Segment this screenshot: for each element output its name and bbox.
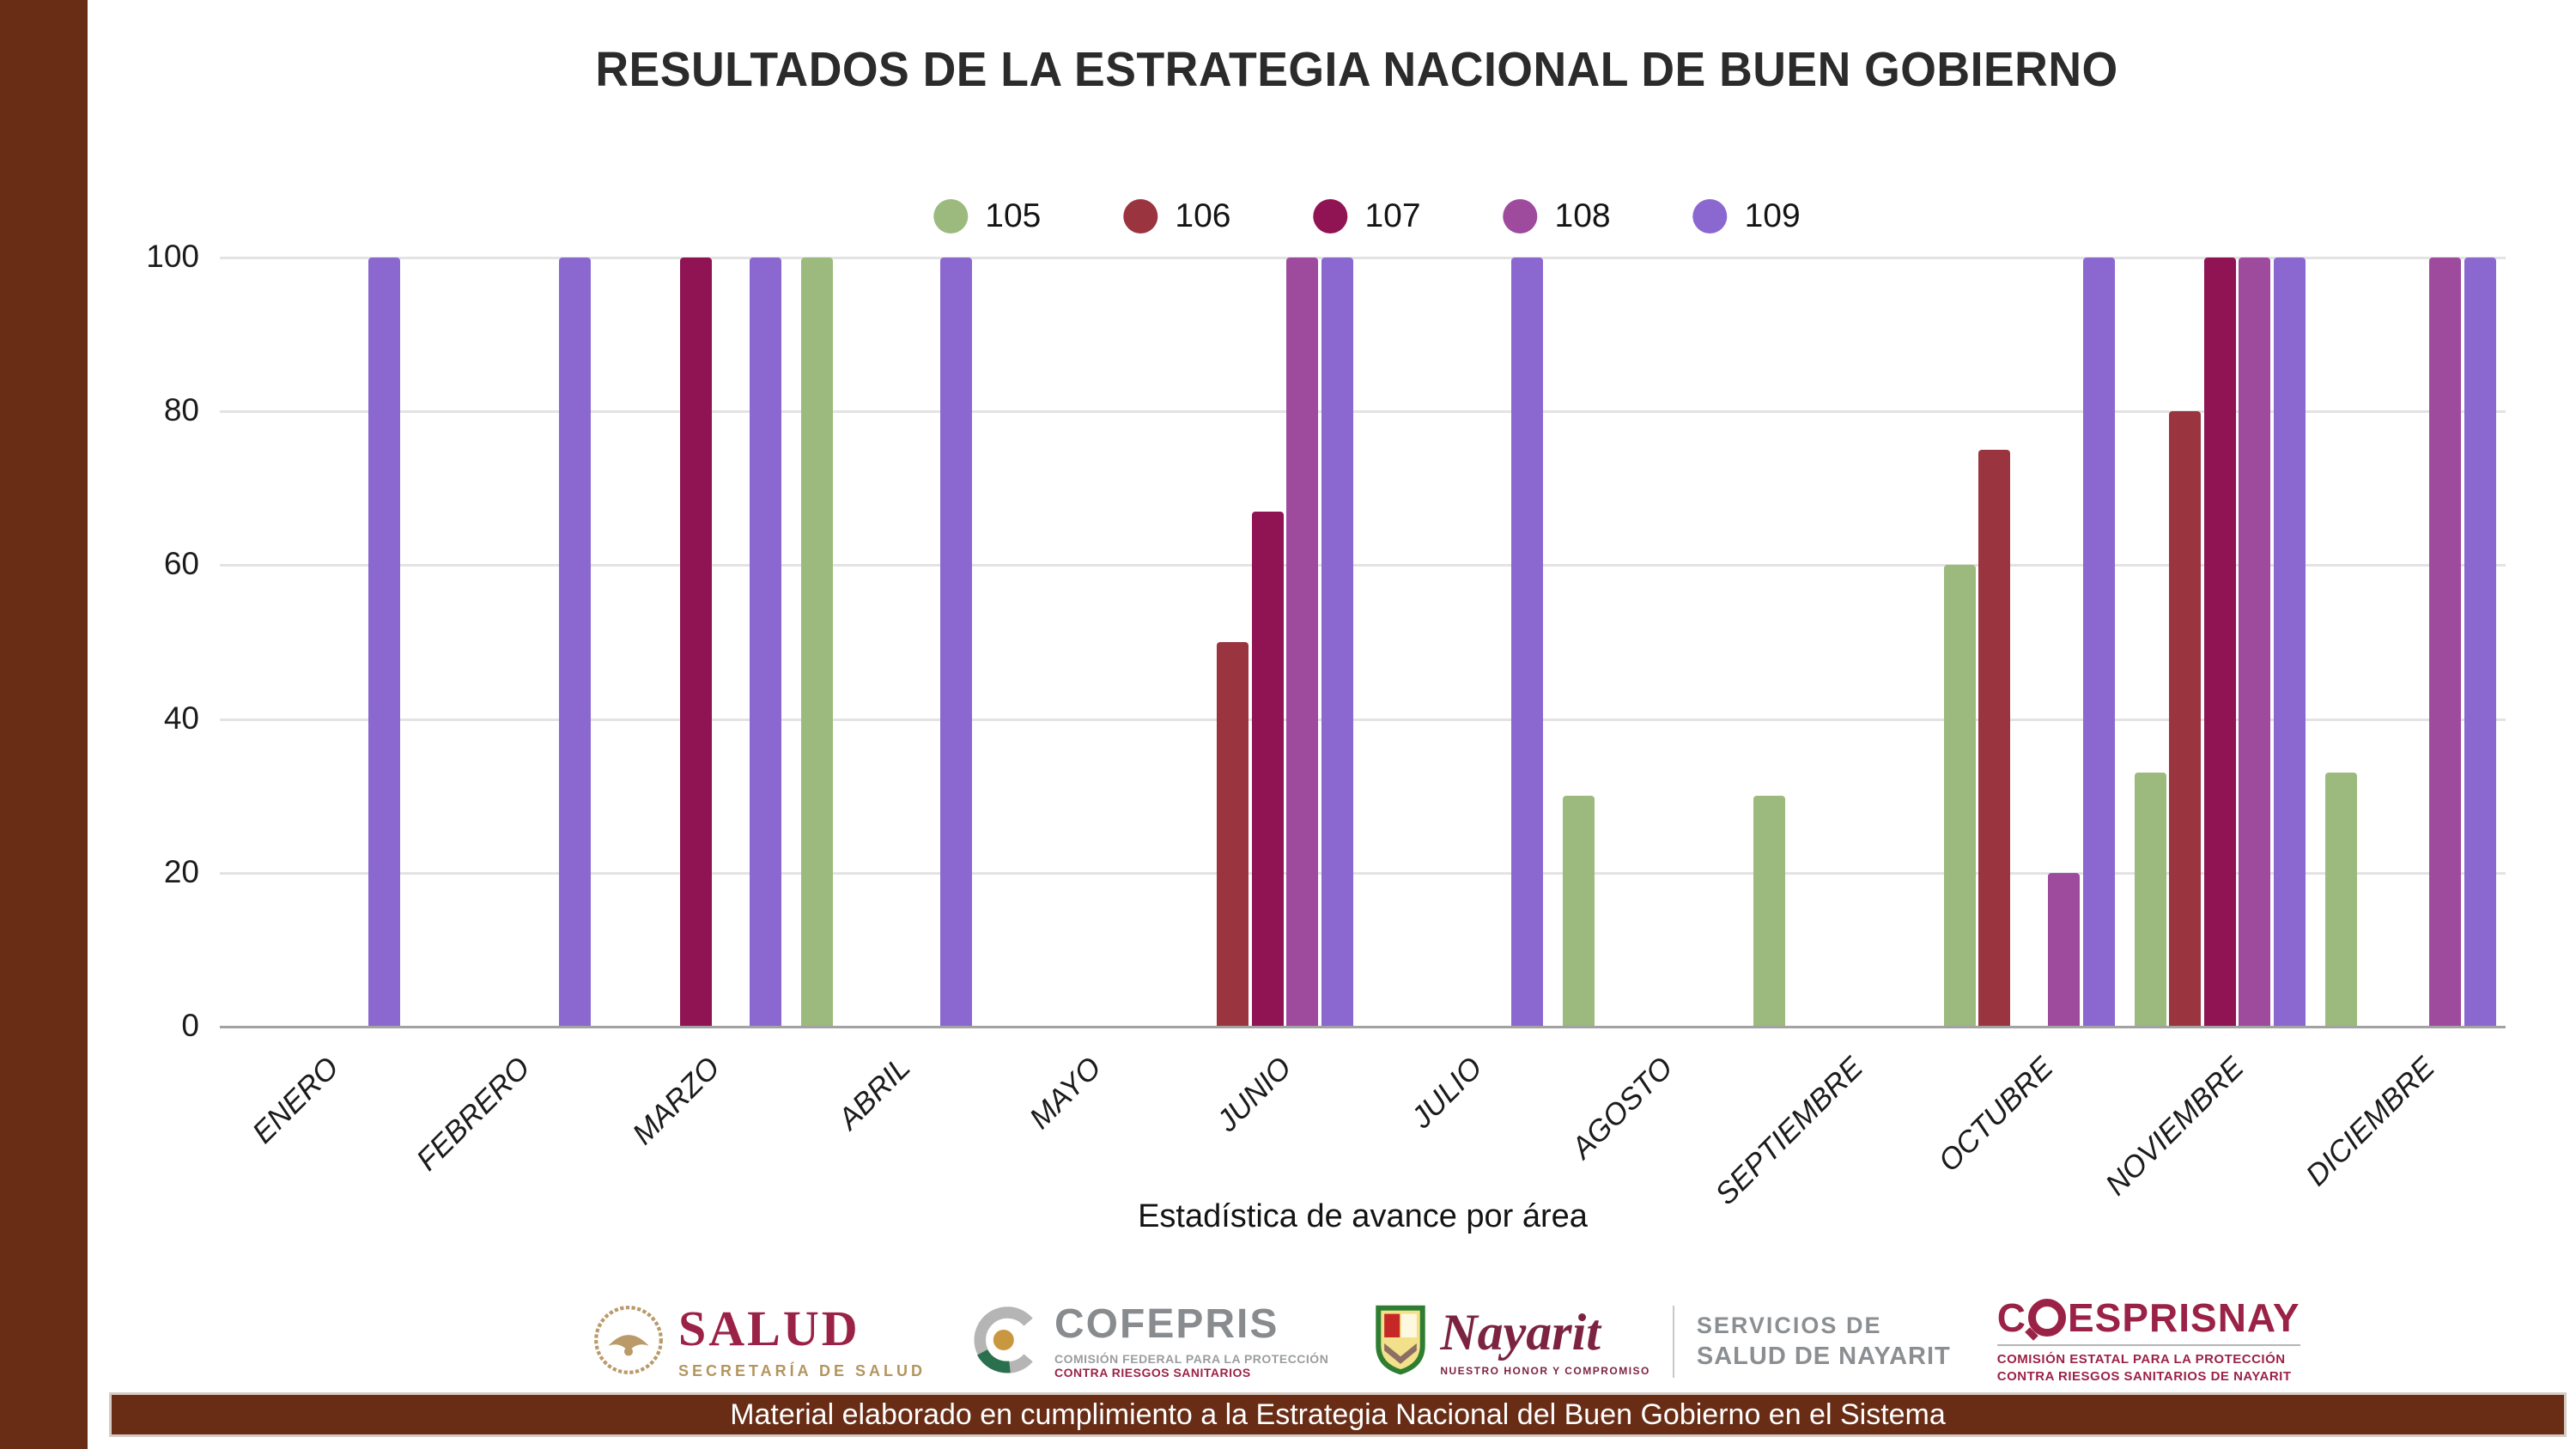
bar-marzo-109[interactable] xyxy=(750,258,782,1027)
bar-septiembre-105[interactable] xyxy=(1753,796,1786,1027)
x-tick-label-enero: ENERO xyxy=(246,1051,346,1150)
coesprisnay-subtitle-1: COMISIÓN ESTATAL PARA LA PROTECCIÓN xyxy=(1996,1351,2286,1367)
salud-logo: SALUD SECRETARÍA DE SALUD xyxy=(592,1300,927,1380)
cofepris-wordmark: COFEPRIS xyxy=(1054,1301,1279,1347)
y-tick-label-40: 40 xyxy=(163,700,199,736)
legend-swatch-107 xyxy=(1313,199,1348,233)
bar-junio-107[interactable] xyxy=(1251,511,1284,1027)
footer-logos: SALUD SECRETARÍA DE SALUD COFEPRIS COMIS… xyxy=(592,1294,2300,1389)
gridline-100 xyxy=(220,257,2506,259)
x-tick-label-marzo: MARZO xyxy=(626,1051,727,1151)
nayarit-logo: Nayarit NUESTRO HONOR Y COMPROMISO SERVI… xyxy=(1375,1305,1950,1379)
cofepris-logo: COFEPRIS COMISIÓN FEDERAL PARA LA PROTEC… xyxy=(972,1304,1328,1379)
x-tick-label-septiembre: SEPTIEMBRE xyxy=(1709,1051,1870,1212)
bar-diciembre-109[interactable] xyxy=(2464,258,2496,1027)
x-tick-label-junio: JUNIO xyxy=(1210,1051,1298,1138)
cofepris-c-icon xyxy=(972,1306,1041,1379)
bar-abril-105[interactable] xyxy=(800,258,833,1027)
nayarit-wordmark: Nayarit xyxy=(1440,1304,1601,1361)
x-axis-title: Estadística de avance por área xyxy=(1138,1198,1588,1234)
nayarit-subtitle: NUESTRO HONOR Y COMPROMISO xyxy=(1440,1365,1650,1377)
cofepris-subtitle-1: COMISIÓN FEDERAL PARA LA PROTECCIÓN xyxy=(1054,1352,1329,1366)
gridline-80 xyxy=(220,410,2506,414)
logo-divider xyxy=(1672,1306,1674,1378)
nayarit-shield-icon xyxy=(1375,1305,1426,1379)
x-tick-label-octubre: OCTUBRE xyxy=(1932,1051,2060,1179)
magnifier-o-icon xyxy=(2025,1298,2066,1341)
legend-item-109[interactable]: 109 xyxy=(1692,197,1801,235)
x-tick-label-noviembre: NOVIEMBRE xyxy=(2099,1051,2251,1203)
cofepris-subtitle-2: CONTRA RIESGOS SANITARIOS xyxy=(1054,1366,1251,1379)
x-tick-label-mayo: MAYO xyxy=(1023,1051,1108,1136)
gridline-40 xyxy=(220,718,2506,721)
legend-swatch-106 xyxy=(1123,199,1158,233)
y-tick-label-100: 100 xyxy=(146,239,199,274)
bar-octubre-109[interactable] xyxy=(2082,258,2115,1027)
x-tick-label-julio: JULIO xyxy=(1404,1051,1489,1135)
y-tick-label-80: 80 xyxy=(163,392,199,428)
bar-noviembre-108[interactable] xyxy=(2239,258,2271,1027)
y-tick-label-0: 0 xyxy=(181,1008,199,1043)
x-tick-label-diciembre: DICIEMBRE xyxy=(2299,1051,2441,1193)
bar-octubre-105[interactable] xyxy=(1943,565,1976,1027)
chart-legend: 105 106 107 108 109 xyxy=(933,197,1801,235)
salud-wordmark: SALUD xyxy=(678,1300,860,1356)
x-axis-line xyxy=(220,1026,2506,1028)
coesprisnay-rule xyxy=(1996,1343,2300,1346)
legend-item-106[interactable]: 106 xyxy=(1123,197,1230,235)
legend-label-107: 107 xyxy=(1364,197,1421,234)
bar-junio-108[interactable] xyxy=(1286,258,1319,1027)
legend-label-109: 109 xyxy=(1744,197,1801,234)
coesprisnay-rest: ESPRISNAY xyxy=(2067,1294,2300,1340)
bar-enero-109[interactable] xyxy=(368,258,401,1027)
x-tick-label-febrero: FEBRERO xyxy=(410,1051,537,1178)
y-tick-label-20: 20 xyxy=(163,853,199,889)
footer-text: Material elaborado en cumplimiento a la … xyxy=(730,1397,1946,1431)
salud-de-nayarit-label: SALUD DE NAYARIT xyxy=(1696,1343,1951,1370)
gridline-20 xyxy=(220,871,2506,875)
salud-eagle-icon xyxy=(592,1304,665,1380)
chart-title: RESULTADOS DE LA ESTRATEGIA NACIONAL DE … xyxy=(595,42,2118,97)
bar-noviembre-109[interactable] xyxy=(2273,258,2306,1027)
x-tick-label-agosto: AGOSTO xyxy=(1564,1051,1680,1166)
legend-swatch-109 xyxy=(1692,199,1728,233)
legend-swatch-108 xyxy=(1503,199,1538,233)
bar-marzo-107[interactable] xyxy=(680,258,713,1027)
servicios-de-label: SERVICIOS DE xyxy=(1696,1313,1882,1338)
bar-octubre-108[interactable] xyxy=(2048,872,2081,1027)
bar-julio-109[interactable] xyxy=(1511,258,1544,1027)
legend-item-108[interactable]: 108 xyxy=(1503,197,1611,235)
legend-label-106: 106 xyxy=(1175,197,1231,234)
y-tick-label-60: 60 xyxy=(163,546,199,582)
coesprisnay-logo: C ESPRISNAY COMISIÓN ESTATAL PARA LA PRO… xyxy=(1996,1294,2300,1386)
coesprisnay-subtitle-2: CONTRA RIESGOS SANITARIOS DE NAYARIT xyxy=(1996,1369,2292,1384)
bar-noviembre-107[interactable] xyxy=(2203,258,2236,1027)
coesprisnay-c: C xyxy=(1996,1294,2026,1340)
bar-diciembre-105[interactable] xyxy=(2324,773,2357,1027)
bar-noviembre-105[interactable] xyxy=(2134,773,2166,1027)
coesprisnay-wordmark: C ESPRISNAY xyxy=(1996,1294,2300,1341)
bar-abril-109[interactable] xyxy=(939,258,972,1027)
bar-junio-109[interactable] xyxy=(1321,258,1353,1027)
bar-junio-106[interactable] xyxy=(1217,642,1249,1027)
left-accent-bar xyxy=(0,0,88,1449)
bar-febrero-109[interactable] xyxy=(559,258,592,1027)
bar-noviembre-106[interactable] xyxy=(2169,411,2202,1027)
footer-banner: Material elaborado en cumplimiento a la … xyxy=(109,1392,2567,1437)
salud-subtitle: SECRETARÍA DE SALUD xyxy=(678,1361,927,1379)
legend-swatch-105 xyxy=(933,199,969,233)
legend-label-105: 105 xyxy=(985,197,1042,234)
bar-agosto-105[interactable] xyxy=(1563,796,1595,1027)
bar-octubre-106[interactable] xyxy=(1978,450,2011,1027)
legend-label-108: 108 xyxy=(1554,197,1611,234)
bar-diciembre-108[interactable] xyxy=(2429,258,2462,1027)
legend-item-107[interactable]: 107 xyxy=(1313,197,1421,235)
x-tick-label-abril: ABRIL xyxy=(831,1051,917,1137)
gridline-60 xyxy=(220,564,2506,567)
legend-item-105[interactable]: 105 xyxy=(933,197,1041,235)
